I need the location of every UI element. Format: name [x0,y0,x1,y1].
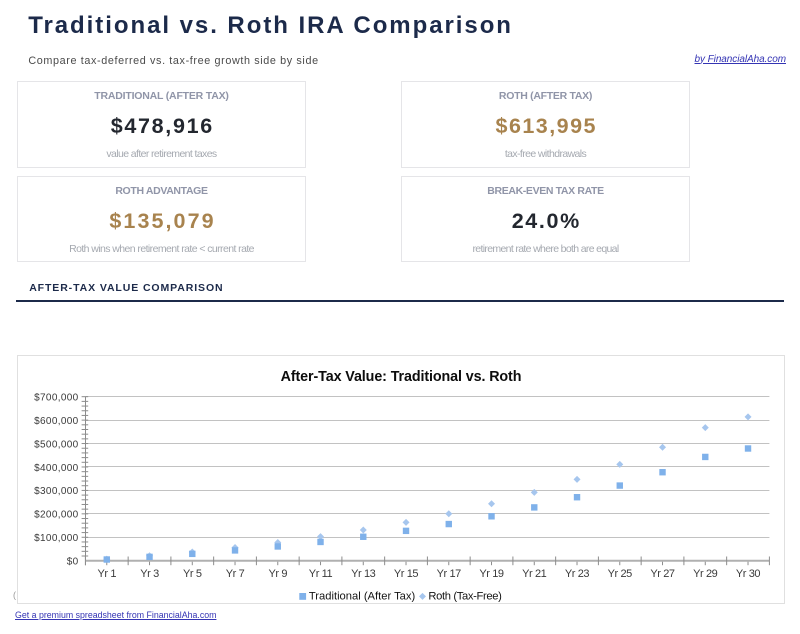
svg-text:$700,000: $700,000 [34,392,78,403]
svg-text:$200,000: $200,000 [34,510,78,521]
svg-text:Roth (Tax-Free): Roth (Tax-Free) [428,590,502,602]
svg-text:Yr 11: Yr 11 [309,568,333,580]
svg-text:After-Tax Value: Traditional v: After-Tax Value: Traditional vs. Roth [281,369,522,385]
svg-text:$300,000: $300,000 [34,486,78,497]
svg-text:Yr 25: Yr 25 [608,568,633,580]
svg-text:Yr 7: Yr 7 [226,568,245,580]
svg-text:Yr 9: Yr 9 [268,568,287,580]
svg-text:Yr 19: Yr 19 [479,568,504,580]
svg-text:Yr 3: Yr 3 [140,568,159,580]
svg-text:Yr 1: Yr 1 [97,568,116,580]
svg-text:$400,000: $400,000 [34,463,78,474]
svg-text:Yr 5: Yr 5 [183,568,202,580]
svg-text:Traditional (After Tax): Traditional (After Tax) [309,590,416,602]
svg-text:Yr 30: Yr 30 [736,568,761,580]
svg-text:$600,000: $600,000 [34,416,78,427]
svg-text:Yr 29: Yr 29 [693,568,718,580]
svg-text:Yr 15: Yr 15 [394,568,419,580]
svg-text:Yr 13: Yr 13 [351,568,376,580]
svg-text:$100,000: $100,000 [34,533,78,544]
svg-text:$0: $0 [67,557,79,568]
svg-text:Yr 21: Yr 21 [522,568,547,580]
svg-text:Yr 27: Yr 27 [650,568,675,580]
svg-text:Yr 23: Yr 23 [565,568,590,580]
svg-text:Yr 17: Yr 17 [437,568,462,580]
svg-text:$500,000: $500,000 [34,439,78,450]
